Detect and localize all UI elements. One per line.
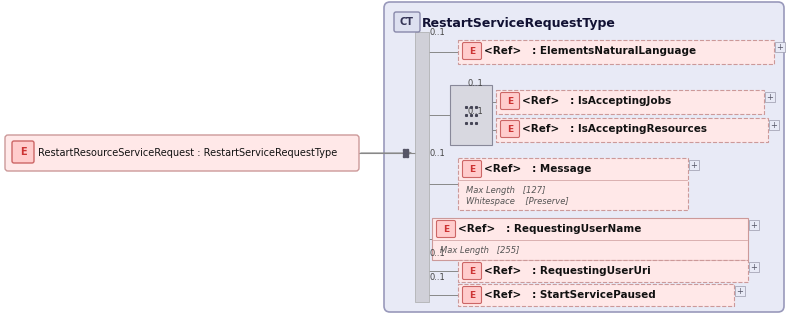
FancyBboxPatch shape (5, 135, 359, 171)
Text: E: E (507, 125, 513, 134)
Text: +: + (770, 121, 777, 130)
Text: +: + (777, 43, 784, 52)
Bar (496, 90, 764, 114)
Text: E: E (20, 147, 26, 157)
Text: E: E (469, 290, 475, 300)
Bar (689, 160, 699, 170)
Text: 0..1: 0..1 (430, 249, 446, 258)
Text: E: E (469, 266, 475, 275)
FancyBboxPatch shape (462, 286, 482, 304)
Text: <Ref>   : RequestingUserUri: <Ref> : RequestingUserUri (484, 266, 651, 276)
Text: E: E (469, 165, 475, 173)
Text: +: + (766, 93, 773, 101)
Text: <Ref>   : IsAcceptingJobs: <Ref> : IsAcceptingJobs (522, 96, 671, 106)
Bar (769, 120, 779, 130)
Bar (415, 32, 429, 302)
FancyBboxPatch shape (462, 263, 482, 280)
Text: +: + (751, 220, 758, 229)
Bar (458, 158, 688, 210)
Text: +: + (691, 161, 697, 170)
Text: RestartResourceServiceRequest : RestartServiceRequestType: RestartResourceServiceRequest : RestartS… (38, 148, 337, 158)
Text: Max Length   [127]: Max Length [127] (466, 186, 545, 195)
Text: CT: CT (400, 17, 414, 27)
Bar (749, 220, 759, 230)
Bar (749, 262, 759, 272)
Text: 0..1: 0..1 (430, 149, 446, 158)
Text: RestartServiceRequestType: RestartServiceRequestType (422, 17, 616, 29)
Text: 0..1: 0..1 (430, 273, 446, 282)
FancyBboxPatch shape (462, 43, 482, 59)
Text: <Ref>   : Message: <Ref> : Message (484, 164, 591, 174)
Text: E: E (443, 224, 449, 233)
FancyBboxPatch shape (384, 2, 784, 312)
Text: 0..1: 0..1 (468, 79, 483, 88)
Text: 0..1: 0..1 (430, 28, 446, 37)
Bar (450, 85, 492, 145)
Text: <Ref>   : RequestingUserName: <Ref> : RequestingUserName (458, 224, 641, 234)
FancyBboxPatch shape (462, 161, 482, 177)
Bar (735, 286, 745, 296)
Text: <Ref>   : IsAcceptingResources: <Ref> : IsAcceptingResources (522, 124, 707, 134)
Text: E: E (469, 47, 475, 55)
Bar (458, 40, 774, 64)
Text: <Ref>   : StartServicePaused: <Ref> : StartServicePaused (484, 290, 656, 300)
Bar (458, 260, 748, 282)
Bar (496, 118, 768, 142)
FancyBboxPatch shape (501, 93, 520, 110)
FancyBboxPatch shape (436, 220, 456, 238)
Text: +: + (736, 286, 744, 295)
Text: Whitespace    [Preserve]: Whitespace [Preserve] (466, 197, 568, 206)
Text: <Ref>   : ElementsNaturalLanguage: <Ref> : ElementsNaturalLanguage (484, 46, 696, 56)
Text: +: + (751, 263, 758, 271)
Bar (765, 92, 775, 102)
Bar (775, 42, 785, 52)
Text: Max Length   [255]: Max Length [255] (440, 246, 520, 255)
FancyBboxPatch shape (394, 12, 420, 32)
Text: 0..1: 0..1 (468, 107, 483, 116)
Bar (432, 218, 748, 260)
FancyBboxPatch shape (12, 141, 34, 163)
Bar (458, 284, 734, 306)
Text: E: E (507, 96, 513, 105)
FancyBboxPatch shape (501, 121, 520, 137)
